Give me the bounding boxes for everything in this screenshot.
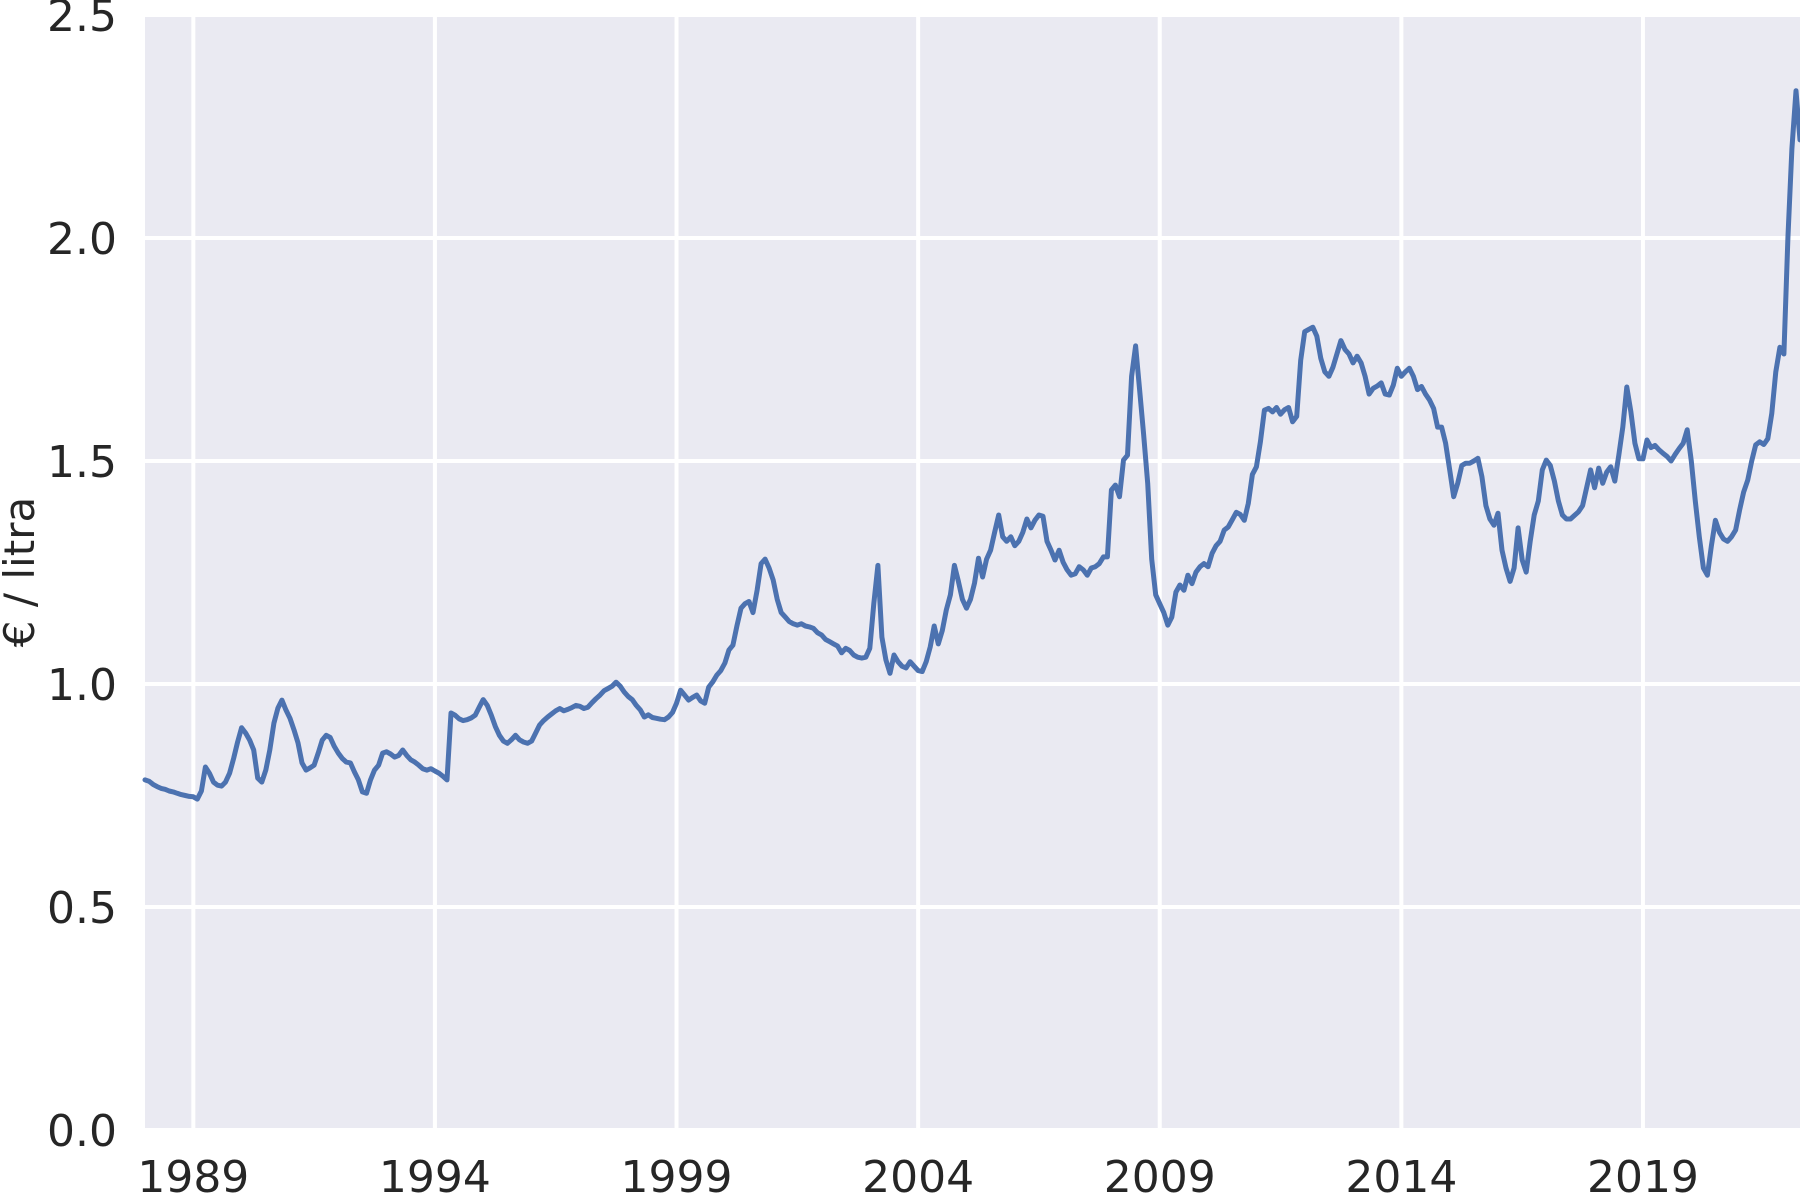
x-tick-label: 1994: [379, 1152, 491, 1200]
x-tick-label: 1999: [621, 1152, 733, 1200]
y-axis-tick-labels: 0.0 0.5 1.0 1.5 2.0 2.5: [47, 0, 117, 1157]
y-tick-label: 1.0: [47, 660, 117, 711]
plot-area: [145, 15, 1800, 1130]
y-tick-label: 0.0: [47, 1106, 117, 1157]
x-tick-label: 2009: [1104, 1152, 1216, 1200]
y-tick-label: 1.5: [47, 437, 117, 488]
x-tick-label: 2004: [862, 1152, 974, 1200]
y-axis-label: € / litra: [0, 497, 44, 647]
x-tick-label: 2019: [1587, 1152, 1699, 1200]
x-axis-tick-labels: 1989 1994 1999 2004 2009 2014 2019: [137, 1152, 1699, 1200]
y-tick-label: 0.5: [47, 883, 117, 934]
x-tick-label: 2014: [1345, 1152, 1457, 1200]
gridlines: [145, 13, 1800, 1132]
y-tick-label: 2.5: [47, 0, 117, 42]
x-tick-label: 1989: [137, 1152, 249, 1200]
y-tick-label: 2.0: [47, 214, 117, 265]
price-line-series: [142, 88, 1800, 802]
